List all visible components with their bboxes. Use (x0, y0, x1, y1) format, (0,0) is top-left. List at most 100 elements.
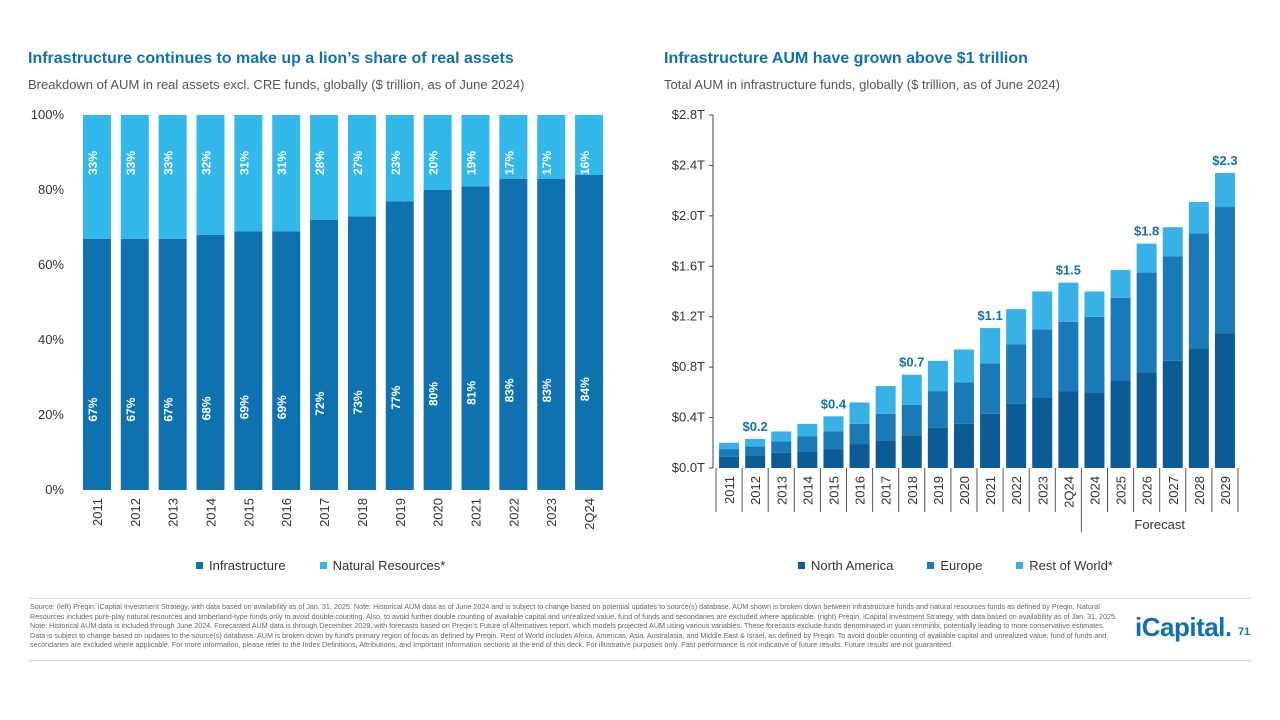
x-tick-label: 2011 (722, 476, 737, 504)
bar-rest-of-world-2024 (1084, 291, 1105, 317)
bar-europe-2024 (1084, 316, 1105, 393)
right-legend: North America Europe Rest of World* (798, 558, 1113, 573)
bar-natural-resources-2023 (537, 115, 566, 179)
legend-item-infrastructure: Infrastructure (196, 558, 286, 573)
bar-rest-of-world-2q24 (1058, 282, 1079, 322)
data-label: 16% (578, 151, 592, 175)
bar-infrastructure-2019 (385, 201, 414, 490)
bar-europe-2023 (1032, 329, 1053, 398)
x-tick-label: 2012 (128, 498, 143, 527)
x-tick-label: 2029 (1218, 476, 1233, 505)
bar-infrastructure-2q24 (575, 175, 604, 490)
bar-natural-resources-2011 (82, 115, 111, 239)
data-label: 32% (200, 151, 214, 175)
bar-north-america-2015 (823, 449, 844, 468)
y-tick-label: $2.8T (672, 107, 705, 122)
x-tick-label: 2021 (469, 498, 484, 527)
legend-item-europe: Europe (927, 558, 982, 573)
bar-natural-resources-2q24 (575, 115, 604, 175)
data-label: 28% (313, 151, 327, 175)
bar-europe-2015 (823, 431, 844, 450)
x-tick-label: 2012 (748, 476, 763, 505)
legend-item-north-america: North America (798, 558, 893, 573)
x-tick-label: 2020 (431, 498, 446, 527)
bar-north-america-2025 (1110, 381, 1131, 468)
legend-swatch-infrastructure (196, 562, 203, 569)
bar-infrastructure-2016 (272, 231, 301, 490)
legend-label-europe: Europe (940, 558, 983, 573)
data-label: 31% (275, 151, 289, 175)
y-tick-label: $1.6T (672, 258, 705, 273)
bar-north-america-2023 (1032, 397, 1053, 468)
bar-north-america-2014 (797, 451, 818, 468)
footer-divider-bottom (28, 660, 1252, 661)
bar-europe-2017 (875, 413, 896, 441)
data-label: 80% (427, 382, 441, 406)
bar-north-america-2012 (745, 455, 766, 468)
x-tick-label: 2016 (279, 498, 294, 527)
y-tick-label: $0.0T (672, 460, 705, 475)
data-label: 19% (465, 151, 479, 175)
x-tick-label: 2022 (506, 498, 521, 527)
x-tick-label: 2022 (1009, 476, 1024, 505)
data-label: 73% (351, 390, 365, 414)
data-label: 72% (313, 391, 327, 415)
data-label: 84% (578, 377, 592, 401)
data-label: 68% (200, 396, 214, 420)
data-label: 67% (124, 397, 138, 421)
bar-rest-of-world-2019 (927, 360, 948, 392)
bar-europe-2026 (1136, 272, 1157, 373)
bar-north-america-2019 (927, 427, 948, 468)
bar-north-america-2029 (1214, 333, 1235, 468)
bar-north-america-2013 (771, 452, 792, 468)
data-label: 83% (540, 378, 554, 402)
x-tick-label: 2028 (1192, 476, 1207, 505)
total-label-2015: $0.4 (821, 396, 847, 411)
x-tick-label: 2015 (826, 476, 841, 505)
x-tick-label: 2Q24 (1061, 476, 1076, 508)
x-tick-label: 2023 (544, 498, 559, 527)
bar-natural-resources-2016 (272, 115, 301, 232)
data-label: 17% (540, 151, 554, 175)
bar-north-america-2028 (1188, 348, 1209, 468)
right-chart-title: Infrastructure AUM have grown above $1 t… (664, 50, 1028, 67)
bar-infrastructure-2021 (461, 186, 490, 490)
bar-north-america-2017 (875, 440, 896, 468)
bar-europe-2019 (927, 391, 948, 428)
x-tick-label: 2024 (1087, 476, 1102, 505)
x-tick-label: 2021 (983, 476, 998, 505)
x-tick-label: 2017 (879, 476, 894, 505)
x-tick-label: 2018 (355, 498, 370, 527)
y-tick-label: 20% (38, 407, 64, 422)
total-label-2018: $0.7 (899, 355, 924, 370)
bar-north-america-2027 (1162, 360, 1183, 468)
x-tick-label: 2017 (317, 498, 332, 527)
bar-north-america-2021 (980, 413, 1001, 468)
bar-infrastructure-2022 (499, 178, 528, 490)
right-stacked-bar-chart: $0.0T $0.4T $0.8T $1.2T $1.6T $2.0T $2.4T $2.8T… (672, 107, 1239, 532)
bar-rest-of-world-2029 (1214, 172, 1235, 208)
bar-north-america-2020 (953, 423, 974, 468)
icapital-logo: iCapital. (1135, 612, 1232, 642)
legend-swatch-north-america (798, 562, 805, 569)
x-tick-label: 2016 (853, 476, 868, 505)
bar-rest-of-world-2015 (823, 416, 844, 432)
bar-north-america-2011 (719, 456, 740, 468)
bar-rest-of-world-2027 (1162, 227, 1183, 257)
bar-natural-resources-2014 (196, 115, 225, 235)
bar-infrastructure-2011 (82, 238, 111, 490)
legend-item-natural-resources: Natural Resources* (319, 558, 445, 573)
bar-natural-resources-2022 (499, 115, 528, 179)
bar-infrastructure-2013 (158, 238, 187, 490)
y-tick-label: 80% (38, 182, 64, 197)
bar-europe-2016 (849, 423, 870, 445)
x-tick-label: 2Q24 (582, 498, 597, 530)
bar-rest-of-world-2012 (745, 439, 766, 447)
bar-rest-of-world-2016 (849, 402, 870, 424)
x-tick-label: 2014 (204, 498, 219, 527)
data-label: 17% (502, 151, 516, 175)
data-label: 77% (389, 385, 403, 409)
bar-infrastructure-2023 (537, 178, 566, 490)
data-label: 23% (389, 151, 403, 175)
bar-natural-resources-2018 (347, 115, 376, 217)
